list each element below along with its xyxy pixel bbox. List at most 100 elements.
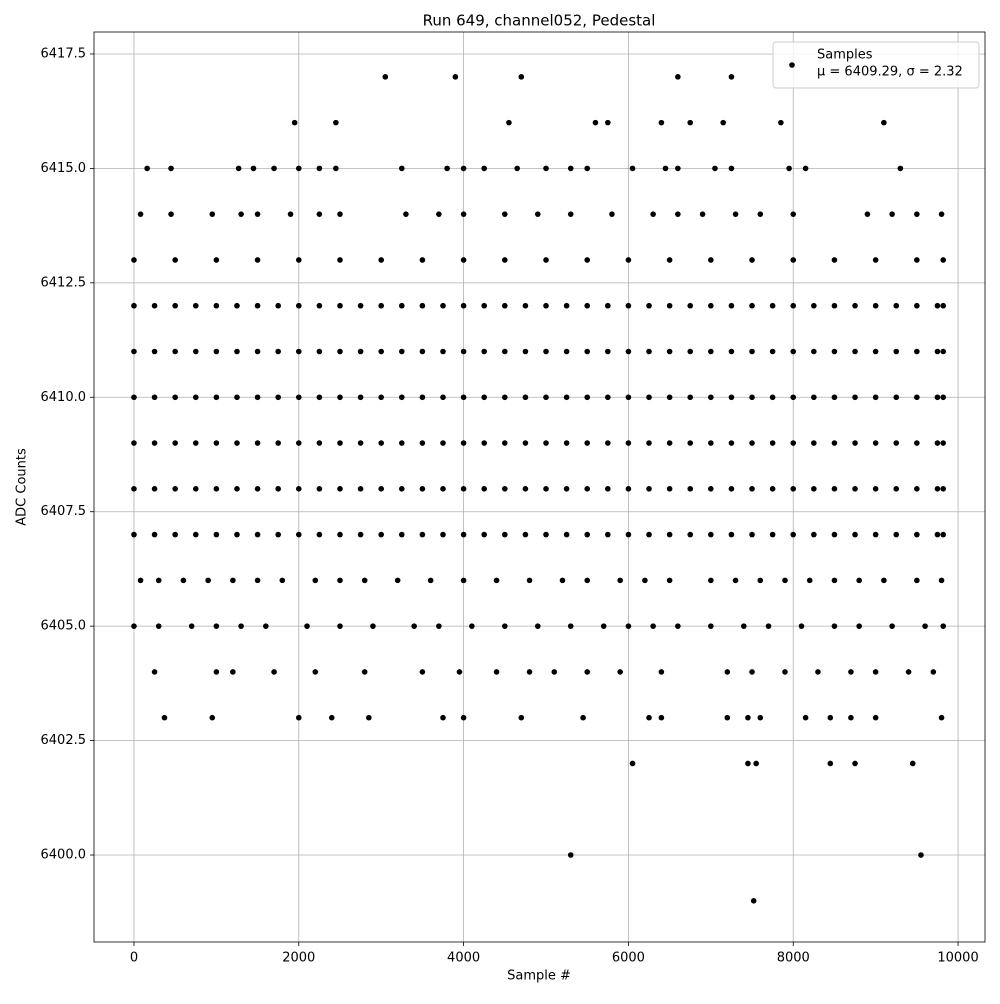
point <box>534 211 541 217</box>
point <box>275 440 281 446</box>
point <box>811 486 817 492</box>
point <box>605 440 611 446</box>
point <box>728 348 735 355</box>
point <box>708 394 714 401</box>
point <box>551 669 558 675</box>
point <box>427 577 434 584</box>
point <box>872 531 879 538</box>
y-tick-label: 6417.5 <box>41 46 87 61</box>
point <box>328 714 335 721</box>
point <box>642 577 648 584</box>
point <box>914 211 920 217</box>
point <box>790 486 797 492</box>
point <box>567 852 574 858</box>
point <box>378 257 384 263</box>
point <box>168 211 174 217</box>
point <box>481 348 488 355</box>
point <box>584 165 591 172</box>
point <box>263 623 269 629</box>
point <box>708 486 714 492</box>
point <box>295 165 302 172</box>
point <box>440 348 446 355</box>
point <box>934 486 941 492</box>
point <box>254 394 261 401</box>
point <box>905 669 912 675</box>
point <box>605 302 611 309</box>
point <box>213 348 220 355</box>
point <box>161 714 168 721</box>
point <box>254 302 261 309</box>
point <box>295 440 302 446</box>
point <box>625 348 632 355</box>
point <box>238 211 244 217</box>
point <box>378 348 384 355</box>
y-tick-label: 6402.5 <box>41 733 87 748</box>
point <box>469 623 475 629</box>
point <box>316 440 323 446</box>
point <box>872 486 879 492</box>
point <box>526 669 533 675</box>
point <box>543 440 549 446</box>
point <box>938 714 945 721</box>
point <box>893 486 900 492</box>
point <box>398 394 405 401</box>
point <box>192 531 199 538</box>
x-tick-label: 8000 <box>777 951 810 966</box>
point <box>769 531 776 538</box>
point <box>543 302 549 309</box>
point <box>708 623 714 629</box>
point <box>440 531 446 538</box>
point <box>831 486 838 492</box>
point <box>357 348 364 355</box>
point <box>460 486 467 492</box>
point <box>440 394 446 401</box>
point <box>790 211 797 217</box>
point <box>357 394 364 401</box>
y-tick-label: 6405.0 <box>41 619 87 634</box>
point <box>398 440 405 446</box>
point <box>481 165 488 172</box>
point <box>295 257 302 263</box>
point <box>522 486 529 492</box>
point <box>337 394 343 401</box>
point <box>872 394 879 401</box>
point <box>151 348 158 355</box>
point <box>914 531 920 538</box>
point <box>275 302 281 309</box>
point <box>625 440 632 446</box>
point <box>312 669 319 675</box>
point <box>188 623 195 629</box>
point <box>254 348 261 355</box>
point <box>740 623 747 629</box>
y-axis-label: ADC Counts <box>15 448 30 526</box>
point <box>378 531 384 538</box>
point <box>452 74 459 80</box>
point <box>213 440 220 446</box>
point <box>852 302 858 309</box>
point <box>419 486 426 492</box>
point <box>605 348 611 355</box>
point <box>271 165 277 172</box>
point <box>666 394 673 401</box>
point <box>295 531 302 538</box>
point <box>732 577 739 584</box>
point <box>398 531 405 538</box>
point <box>646 531 652 538</box>
legend-box <box>772 41 980 89</box>
point <box>815 669 821 675</box>
point <box>192 348 199 355</box>
x-axis-label: Sample # <box>507 969 571 984</box>
point <box>646 440 652 446</box>
point <box>419 440 426 446</box>
point <box>852 531 858 538</box>
point <box>893 394 900 401</box>
point <box>831 348 838 355</box>
point <box>534 623 541 629</box>
point <box>914 440 920 446</box>
point <box>213 669 220 675</box>
point <box>440 714 446 721</box>
point <box>213 623 220 629</box>
point <box>769 348 776 355</box>
point <box>151 669 158 675</box>
point <box>938 211 945 217</box>
